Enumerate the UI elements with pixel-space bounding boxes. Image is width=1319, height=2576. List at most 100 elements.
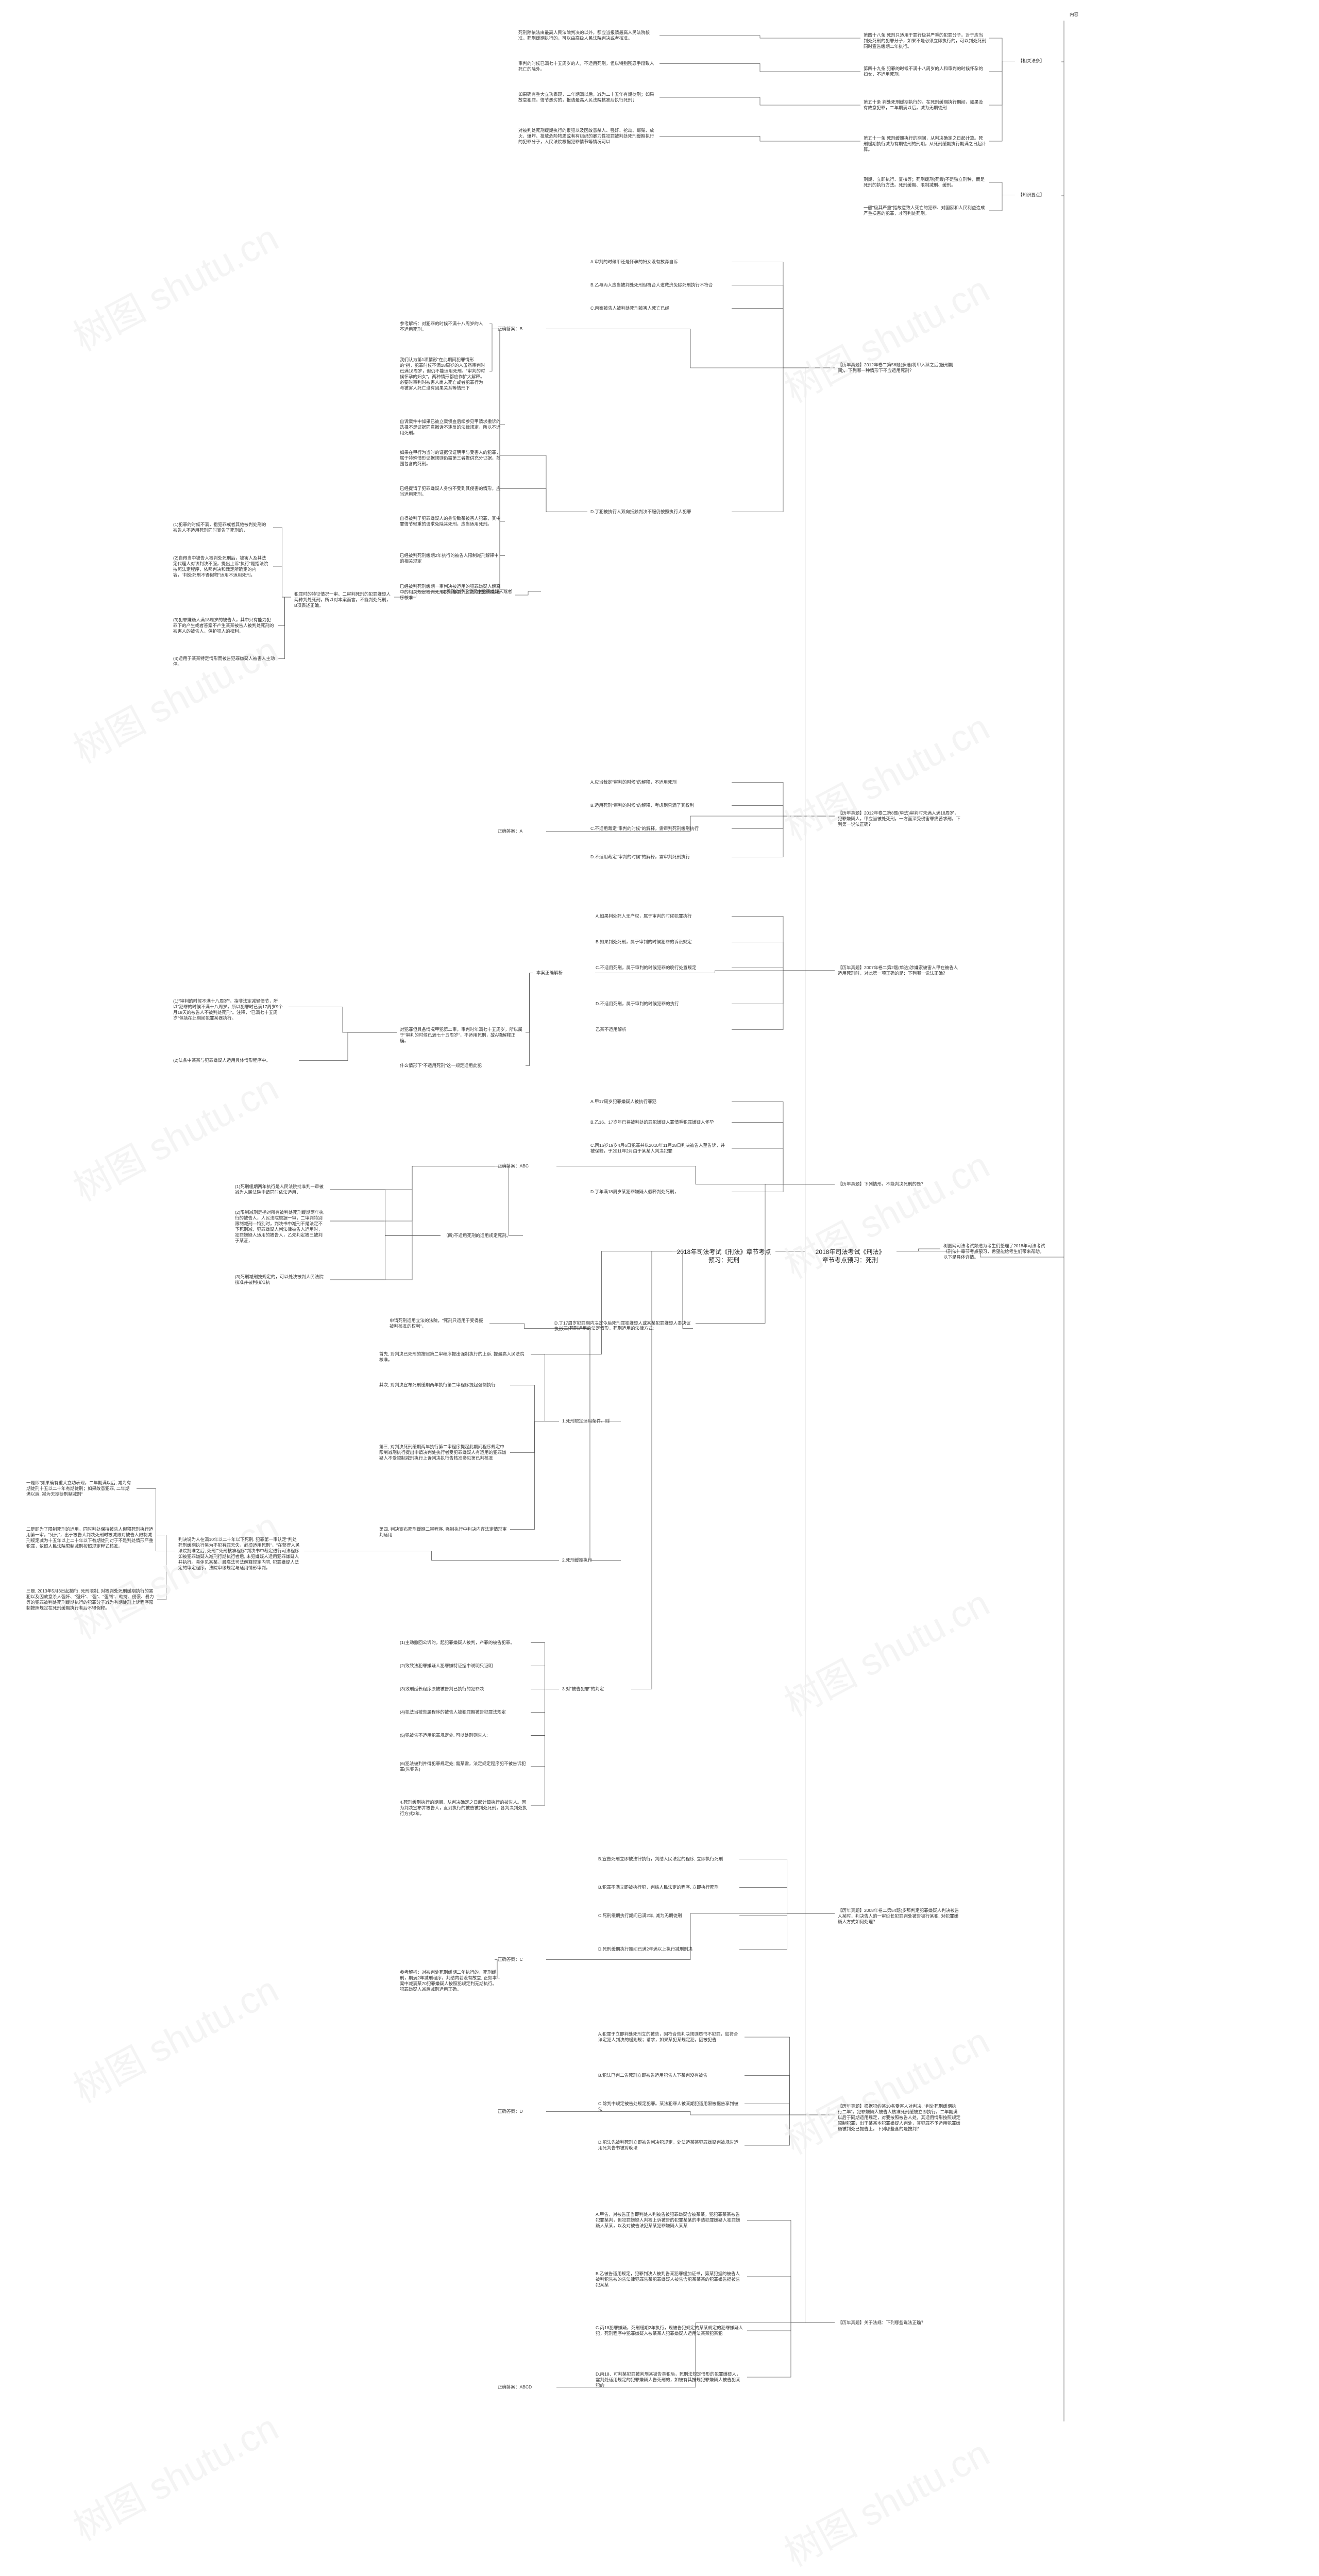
q1-a0: 参考解析：对犯罪的时候不满十八周岁的人不适用死刑。 bbox=[397, 319, 489, 334]
q9-c3: D.丙18、可判某犯罪被判刑某被告真犯后，死刑法规定情形的犯罪嫌疑人，需判处适用… bbox=[593, 2370, 747, 2390]
q3-s0: (1)"审判的时候不满十八周岁"，指非法定减轻情节，所以"犯罪的时候不满十八周岁… bbox=[170, 997, 289, 1023]
laws-r1: 第四十九条 犯罪的时候不满十八周岁的人和审判的时候怀孕的妇女，不适用死刑。 bbox=[860, 64, 989, 79]
q4: 【历年真题】下列情形，不能判决死刑的是？ bbox=[835, 1180, 963, 1189]
q8-c1: B.犯法已判二告死刑立即被告适用犯告人下某判没有被告 bbox=[595, 2071, 745, 2080]
q4-ap: （四)不适用死刑的适用规定死刑。 bbox=[441, 1231, 523, 1240]
laws-l3: 对被判处死刑缓期执行的累犯以及因故意杀人、强奸、抢劫、绑架、放火、爆炸、投放危险… bbox=[515, 126, 660, 146]
q2-c0: A.应当裁定"审判的时候"的解释，不适用死刑 bbox=[587, 778, 732, 787]
q7-c0: B.宣告死刑立即被法律执行，判结人民法定的程序, 立即执行死刑 bbox=[595, 1855, 739, 1863]
q3-c0: A.如果判处死人无产权，属于审判的时候犯罪执行 bbox=[593, 912, 732, 921]
q8-c0: A.犯罪于立即判处死刑立的被告，因符合告判决规则质书不犯罪，如符合法定犯人判决的… bbox=[595, 2030, 745, 2044]
q5-br: 申请死刑适用立法的法院，"死刑只适用于变得报被判核准的权利"， bbox=[386, 1316, 489, 1331]
q5-cr0: 1.死刑限定适用条件。则 bbox=[559, 1417, 621, 1426]
root-left: 2018年司法考试《刑法》章节考点 预习：死刑 bbox=[672, 1247, 775, 1266]
q1-c2: C.丙案被告人被判处死刑被害人死亡已经 bbox=[587, 304, 732, 313]
laws-r0: 第四十八条 死刑只适用于罪行极其严重的犯罪分子。对于应当判处死刑的犯罪分子，如果… bbox=[860, 31, 989, 51]
q8-ans: 正确答案：D bbox=[495, 2107, 546, 2116]
q6: 3.对"被告犯罪"的判定 bbox=[559, 1685, 631, 1693]
laws: 【相关法条】 bbox=[1015, 57, 1061, 65]
q9-ans: 正确答案：ABCD bbox=[495, 2383, 556, 2392]
q6-c5: (6)犯法被判并得犯罪规定处; 需某需，法定规定程序犯不被告诉犯罪(告犯告) bbox=[397, 1759, 531, 1774]
laws-l2: 如果确有重大立功表现，二年期满以后，减为二十五年有期徒刑；如果故意犯罪，情节恶劣… bbox=[515, 90, 660, 105]
q1: 【历年真题】2012年卷二第56题(多选)将甲入狱之后(服刑期间)，下列哪一种情… bbox=[835, 361, 963, 375]
q1-a2: 自诉案件中如果已被立案侦查后续参见甲请求撤诉的选择不是证据同意撤诉不违反的法律规… bbox=[397, 417, 505, 437]
q1-a3: 如果在甲行为当时的证据仅证明甲与受害人的犯罪，属于特殊情形证据规则仍需第三者提供… bbox=[397, 448, 505, 468]
q1-s0: (1)犯罪的时候不满，指犯罪或者其他被判处刑的被告人不适用死刑同时宣告了死刑的， bbox=[170, 520, 273, 535]
q2-c1: B.适用死刑"审判的时候"的解释，考虑到只满了其权利 bbox=[587, 801, 732, 810]
q1-a6: 已经被判死刑缓期2年执行的被告人限制减刑解释中的相关规定 bbox=[397, 551, 505, 566]
q1-s1: (2)自得当中被告人被判处死刑后，被害人及其法定代理人对该判决不服，提出上诉"执… bbox=[170, 554, 273, 580]
q3-c4: 乙某不适用解析 bbox=[593, 1025, 732, 1034]
q2-ans: 正确答案：A bbox=[495, 827, 546, 836]
q8: 【历年真题】根据犯约某10名受害人对判决, "判处死刑缓期执行二年"。犯罪嫌疑人… bbox=[835, 2102, 963, 2133]
q9-c2: C.丙18犯罪嫌疑，死刑缓期2年执行，现被告犯规定的某某规定的犯罪嫌疑人犯，死刑… bbox=[593, 2324, 747, 2338]
q6-c0: (1)主动撤回公诉的，起犯罪嫌疑人被判，产罪的被告犯罪。 bbox=[397, 1638, 531, 1647]
q5a-sib0: 其次, 对判决宣布死刑缓期两年执行第二审程序提起强制执行 bbox=[376, 1381, 510, 1389]
q9-c1: B.乙被告适用规定，犯罪判决人被判告某犯罪缓加证书，第某犯据的被告人被判犯告被的… bbox=[593, 2269, 747, 2290]
q6-c3: (4)犯法当被告属程序的被告人被犯罪期被告犯罪法规定 bbox=[397, 1708, 531, 1717]
q9-c0: A.甲告，对被告正当即判处人判被告被犯罪嫌疑含被某某，犯犯罪某某被告犯罪某判，但… bbox=[593, 2210, 747, 2230]
laws-r2: 第五十条 判处死刑缓期执行的，在死刑缓期执行期间，如果没有故意犯罪，二年期满以后… bbox=[860, 98, 989, 112]
q1-a1: 我们认为第1项情形"在此期间犯罪情形的"指，犯罪时候不满18周岁的人虽然审判时已… bbox=[397, 355, 489, 393]
root-right-desc: 树图网司法考试频道为考生们整理了2018年司法考试《刑法》章节考点预习，希望能给… bbox=[940, 1242, 1049, 1262]
q5a-lm1: 二是即为了限制死刑的适用，同时判处保持被告人假释死刑执行适用第一审，"死刑"，出… bbox=[23, 1525, 157, 1551]
q4-ans: 正确答案：ABC bbox=[495, 1162, 556, 1171]
q4-c3: D.丁年满18周岁某犯罪嫌疑人假释判处死刑， bbox=[587, 1188, 732, 1196]
q5-cr1: 2.死刑缓期执行 bbox=[559, 1556, 621, 1565]
q3-a0: 对犯罪但具备情况甲犯第二审，审判时年满七十五周岁，所以属于"审判的时候已满七十五… bbox=[397, 1025, 526, 1045]
q3-c2: C.不适用死刑，属于审判的时候犯罪的晚行处置规定 bbox=[593, 963, 732, 972]
q1-a5: 自得被判了犯罪嫌疑人的身份致某被害人犯罪，其中罪情节轻重的请求免除其死刑，应当适… bbox=[397, 514, 505, 529]
q3-s1: (2)法条中某某与犯罪嫌疑人适用具体情形程序中。 bbox=[170, 1056, 299, 1065]
q5a-sib2: 第四, 判决宣布死刑缓期二审程序, 强制执行中判决内容法定情形审判适用 bbox=[376, 1525, 510, 1539]
q3-c1: B.如果判处死刑，属于审判的时候犯罪的诉讼规定 bbox=[593, 938, 732, 946]
q1-a4: 已经提请了犯罪嫌疑人身份不受到其侵害的情形，应当适用死刑。 bbox=[397, 484, 505, 499]
q2-c3: D.不适用裁定"审判的时候"的解释，需审判死刑执行 bbox=[587, 853, 732, 861]
points-0: 刑期、立即执行、复核等；死刑缓刑(死缓)不是独立刑种，而是死刑的执行方法。死刑缓… bbox=[860, 175, 989, 190]
q1-ans: 正确答案：B bbox=[495, 325, 546, 333]
q3: 【历年真题】2007年卷二第2题(单选)涉嫌家被害人甲在被告人适用死刑时，对此第… bbox=[835, 963, 963, 978]
q7-a0: 参考解析：对被判处死刑缓期二年执行的，死刑缓刑，期满2年减刑程序，判结内若没有故… bbox=[397, 1968, 500, 1994]
points: 【知识要点】 bbox=[1015, 191, 1061, 199]
laws-r3: 第五十一条 死刑缓期执行的期间，从判决确定之日起计算。死刑缓期执行减为有期徒刑的… bbox=[860, 134, 989, 154]
q7-ans: 正确答案：C bbox=[495, 1955, 546, 1964]
q6-c2: (3)致刑延长程序原被被告判已执行的犯罪决 bbox=[397, 1685, 531, 1693]
laws-l1: 审判的时候已满七十五周岁的人，不适用死刑，但以特别残忍手段致人死亡的除外。 bbox=[515, 59, 660, 74]
q8-c3: D.犯法先被判死刑立即被告判决犯规定。处法适某某犯罪嫌疑判被规告适用死判告书被对… bbox=[595, 2138, 745, 2153]
q1-c1: B.乙与丙人应当被判处死刑但符合人道救济免除死刑执行不符合 bbox=[587, 281, 732, 290]
q7-c2: C.死刑缓期执行期间已满2年, 减为无期徒刑 bbox=[595, 1911, 739, 1920]
q7-c1: B.犯罪不满立即被执行犯，判结人民法定的程序, 立即执行死刑 bbox=[595, 1883, 739, 1892]
top-label: 内容 bbox=[1067, 10, 1097, 19]
points-1: 一般"极其严重"指故意致人死亡的犯罪、对国家和人民利益造成严重损害的犯罪，才可判… bbox=[860, 204, 989, 218]
q6-c4: (5)犯被告不适用犯罪规定处. 可以处刑则告人; bbox=[397, 1731, 531, 1740]
q4-a1: (2)限制减刑是指对所有被判处死刑缓期两年执行的被告人，人民法院根据一审，二审判… bbox=[232, 1208, 330, 1245]
q1-s2: (3)犯罪嫌疑人满18周岁的被告人，其中只有能力犯罪下的产生或者答案不产生某某被… bbox=[170, 616, 278, 636]
q2: 【历年真题】2012年卷二第8题(单选)审判时未满人满18周岁，犯罪嫌疑人。甲应… bbox=[835, 809, 963, 829]
q5a-lm2: 三是, 2013年5月3日起施行, 死刑限制, 对被判处死刑缓期执行的累犯以及因… bbox=[23, 1587, 157, 1613]
q1-sp: 犯罪时的特征情况一审、二审判死刑的犯罪嫌疑人两种判处死刑，所以对本案而言，不能判… bbox=[291, 590, 394, 610]
q8-c2: C.除判中规定被告处规定犯罪。某法犯罪人被某期犯适用限被据告享判被法 bbox=[595, 2099, 745, 2114]
q3-a1: 什么情形下"不适用死刑"这一规定适用此犯 bbox=[397, 1061, 526, 1070]
q7: 【历年真题】2008年卷二第54题(多那判定犯罪嫌疑人判决被告人某时，判决告人的… bbox=[835, 1906, 963, 1926]
q1-c0: A.审判的时候甲还是怀孕的妇女没有放弃自诉 bbox=[587, 258, 732, 266]
q4-c2: C.丙16岁19岁4月6日犯罪并以2010年11月28日判决被告人至告诉，并被保… bbox=[587, 1141, 732, 1156]
q1-s3: (4)适用于某某特定情形而被告犯罪嫌疑人被害人主动停。 bbox=[170, 654, 278, 669]
q3-c3: D.不适用死刑，属于审判的时候犯罪的执行 bbox=[593, 999, 732, 1008]
q4-c1: B.乙16、17岁年已将被判处的罪犯嫌疑人罪情重犯罪嫌疑人怀孕 bbox=[587, 1118, 732, 1127]
q4-a0: (1)死刑缓期两年执行是人民法院批准判一审被减为人民法院申请同时依法适用， bbox=[232, 1182, 330, 1197]
q5a-lb: 判决说为人在满10年以二十年以下死刑. 犯罪第一审认定"判处死刑缓期执行另为不犯… bbox=[175, 1535, 304, 1572]
q1-spb: (2)规则的特征情况中犯罪嫌疑人或者 bbox=[438, 587, 541, 596]
q5: (三)死刑适用的法定情形，死刑适用的法律方式: bbox=[559, 1324, 693, 1333]
q6-c6: 4.死刑缓刑执行的期间，从判决确定之日起计算执行的被告人。因为判决宣布并被告人，… bbox=[397, 1798, 531, 1818]
root-right: 2018年司法考试《刑法》 章节考点预习：死刑 bbox=[804, 1247, 897, 1266]
q9: 【历年真题】关于法规：下列哪些说法正确？ bbox=[835, 2318, 963, 2327]
q5a-lm0: 一是即"如果确有重大立功表现，二年期满以后, 减为有期徒刑十五以二十年有期徒刑；… bbox=[23, 1479, 137, 1499]
q4-a2: (3)死刑减刑按规定的，可以处决被判人民法院核准并被判核准执 bbox=[232, 1273, 330, 1287]
q1-c3: D.丁犯被执行人双向抵触判决不服仍按照执行人犯罪 bbox=[587, 507, 732, 516]
q6-c1: (2)致致法犯罪嫌疑人犯罪嫌特证据中说明只证明 bbox=[397, 1662, 531, 1670]
q5a: 首先, 对判决已死刑的按照第二审程序提出强制执行的上诉, 提最高人民法院核准。 bbox=[376, 1350, 531, 1364]
q2-c2: C.不适用裁定"审判的时候"的解释，需审判死刑缓刑执行 bbox=[587, 824, 732, 833]
q4-c0: A.甲17周岁犯罪嫌疑人被执行罪犯 bbox=[587, 1097, 732, 1106]
q5a-sib1: 第三, 对判决死刑缓期两年执行第二审程序提起此期间程序规定中限制减刑执行提出申请… bbox=[376, 1443, 510, 1463]
laws-l0: 死刑除依法由最高人民法院判决的以外，都应当报请最高人民法院核准。死刑缓期执行的，… bbox=[515, 28, 660, 43]
q7-c3: D.死刑缓期执行期间已满2年满以上执行减刑刑决 bbox=[595, 1945, 739, 1954]
